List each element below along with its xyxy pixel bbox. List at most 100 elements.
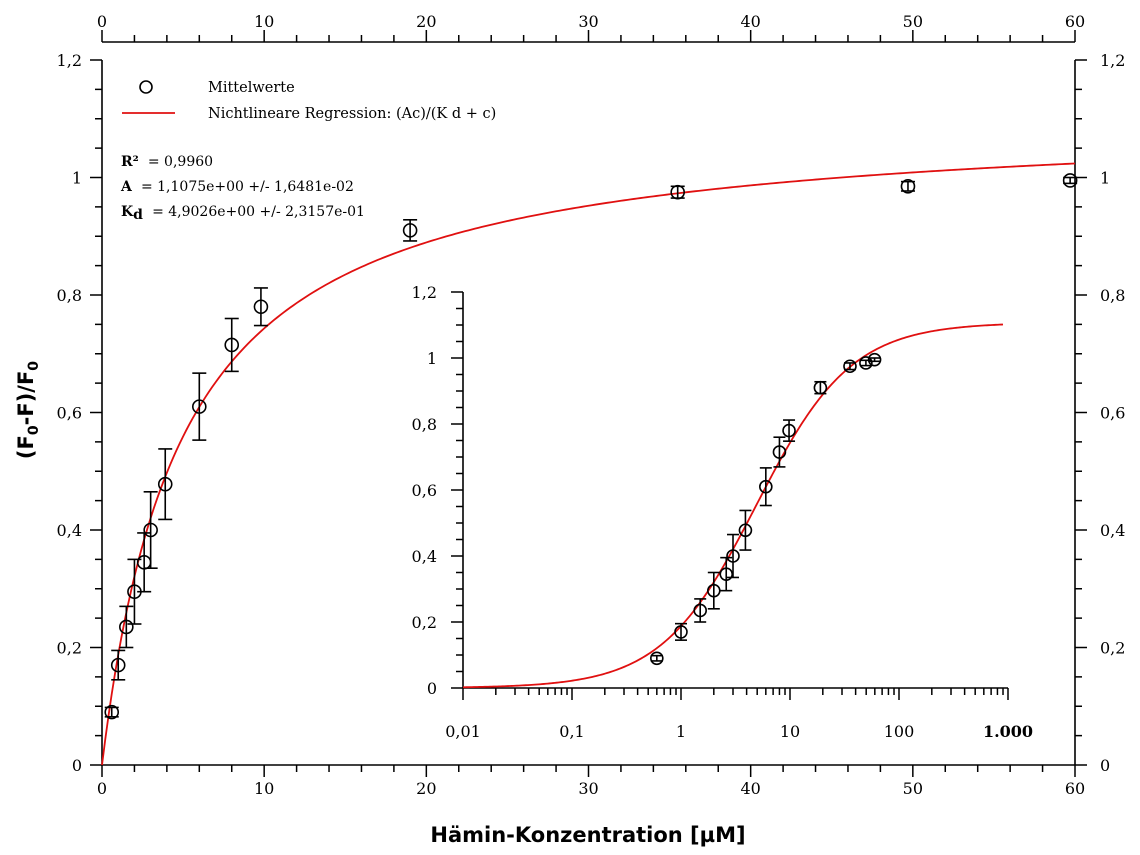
- inset-y-tick-label: 0,8: [412, 415, 437, 434]
- inset-x-tick-label: 0,1: [559, 722, 584, 741]
- inset-data-point-group: [674, 622, 688, 641]
- x-tick-label-bottom: 10: [254, 779, 274, 798]
- y-tick-label-left: 1,2: [57, 51, 82, 70]
- y-tick-label-left: 1: [72, 169, 82, 188]
- inset-data-point: [738, 523, 753, 538]
- x-tick-label-bottom: 30: [578, 779, 598, 798]
- svg-text:Kd = 4,9026e+00 +/- 2,31: Kd = 4,9026e+00 +/- 2,3157e-01: [121, 204, 365, 223]
- fit-curve: [101, 162, 1076, 766]
- main-fit-layer: [101, 162, 1076, 766]
- inset-data-point: [707, 583, 721, 598]
- inset-log-chart: 0,01 0,1 1 10 100 1.000 0 0,2 0,4 0,6 0,8 1 1,2: [412, 283, 1034, 741]
- x-tick-label-bottom: 40: [740, 779, 760, 798]
- inset-y-tick-label: 0: [427, 679, 437, 698]
- data-point: [670, 184, 685, 200]
- inset-data-point: [726, 549, 740, 563]
- x-tick-label-top: 30: [578, 12, 598, 31]
- svg-text:A = 1,1075e+00 +/- 1,648: A = 1,1075e+00 +/- 1,6481e-02: [120, 176, 354, 195]
- inset-y-tick-label: 0,4: [412, 547, 437, 566]
- data-point-group: [110, 649, 126, 681]
- data-point-group: [143, 491, 158, 569]
- inset-data-point: [782, 423, 796, 438]
- inset-data-point-group: [843, 359, 857, 374]
- y-tick-label-left: 0,4: [57, 521, 82, 540]
- inset-data-point-group: [782, 419, 796, 442]
- inset-x-tick-label: 1.000: [983, 722, 1033, 741]
- inset-data-point-group: [726, 533, 740, 579]
- svg-text:(F0-F)/F0: (F0-F)/F0: [14, 361, 42, 459]
- y-tick-label-left: 0,6: [57, 404, 82, 423]
- inset-data-point: [650, 651, 664, 666]
- data-point-group: [192, 372, 207, 441]
- data-point-group: [900, 179, 916, 194]
- inset-data-point-group: [867, 352, 882, 367]
- x-tick-label-top: 50: [903, 12, 923, 31]
- inset-background: [459, 288, 1012, 692]
- data-point-group: [670, 184, 685, 200]
- main-points-layer: [104, 173, 1078, 720]
- inset-x-tick-label: 10: [780, 722, 800, 741]
- data-point-group: [402, 219, 418, 242]
- data-point: [900, 179, 916, 194]
- inset-data-point-group: [693, 598, 707, 623]
- data-point: [119, 619, 134, 635]
- inset-data-point: [843, 359, 857, 374]
- x-tick-label-top: 20: [416, 12, 436, 31]
- inset-x-tick-label: 100: [884, 722, 915, 741]
- data-point-group: [157, 448, 173, 521]
- inset-data-point-group: [772, 436, 787, 468]
- y-tick-label-right: 1: [1100, 169, 1110, 188]
- data-point: [157, 476, 173, 492]
- inset-data-point-group: [813, 380, 828, 395]
- r2-value: = 0,9960: [148, 154, 213, 170]
- data-point: [253, 299, 269, 315]
- y-tick-label-left: 0,8: [57, 286, 82, 305]
- legend-point-marker: [139, 80, 153, 94]
- inset-data-point: [759, 479, 773, 494]
- inset-data-point: [674, 625, 688, 639]
- legend: Mittelwerte Nichtlineare Regression: (Ac…: [122, 80, 496, 122]
- y-tick-label-left: 0: [72, 756, 82, 775]
- x-tick-label-top: 0: [97, 12, 107, 31]
- a-label: A: [120, 179, 133, 195]
- kd-label: K: [121, 204, 134, 220]
- legend-points-label: Mittelwerte: [208, 80, 295, 96]
- kd-subscript: d: [133, 207, 143, 223]
- inset-y-tick-label: 1,2: [412, 283, 437, 302]
- inset-y-tick-label: 0,6: [412, 481, 437, 500]
- inset-x-tick-label: 0,01: [445, 722, 481, 741]
- data-point-group: [1062, 173, 1078, 188]
- fit-statistics: R² = 0,9960 A = 1,1075e+00 +/- 1,6481e-0…: [120, 154, 365, 223]
- y-tick-label-right: 0,6: [1100, 404, 1125, 423]
- data-point: [110, 657, 126, 673]
- kd-value: = 4,9026e+00 +/- 2,3157e-01: [152, 204, 365, 220]
- x-tick-label-bottom: 20: [416, 779, 436, 798]
- x-tick-label-bottom: 60: [1065, 779, 1085, 798]
- data-point: [224, 337, 240, 353]
- data-point-group: [136, 532, 152, 593]
- x-tick-label-top: 60: [1065, 12, 1085, 31]
- inset-x-tick-label: 1: [676, 722, 686, 741]
- data-point-group: [224, 317, 240, 373]
- inset-data-point-group: [707, 571, 721, 610]
- inset-data-point: [867, 352, 882, 367]
- a-value: = 1,1075e+00 +/- 1,6481e-02: [141, 179, 354, 195]
- inset-data-point: [813, 380, 828, 395]
- data-point: [1062, 173, 1078, 188]
- inset-data-point-group: [859, 356, 873, 370]
- y-tick-label-left: 0,2: [57, 639, 82, 658]
- y-tick-label-right: 0,2: [1100, 639, 1125, 658]
- x-axis-title: Hämin-Konzentration [µM]: [430, 823, 745, 847]
- data-point-group: [119, 605, 134, 649]
- inset-data-point: [693, 603, 707, 618]
- data-point: [192, 399, 207, 414]
- data-point-group: [104, 704, 120, 720]
- x-tick-label-top: 10: [254, 12, 274, 31]
- data-point: [143, 522, 158, 538]
- data-point: [104, 704, 120, 720]
- inset-data-point: [772, 445, 787, 459]
- y-tick-label-right: 0,4: [1100, 521, 1125, 540]
- legend-fit-label: Nichtlineare Regression: (Ac)/(K d + c): [208, 106, 496, 122]
